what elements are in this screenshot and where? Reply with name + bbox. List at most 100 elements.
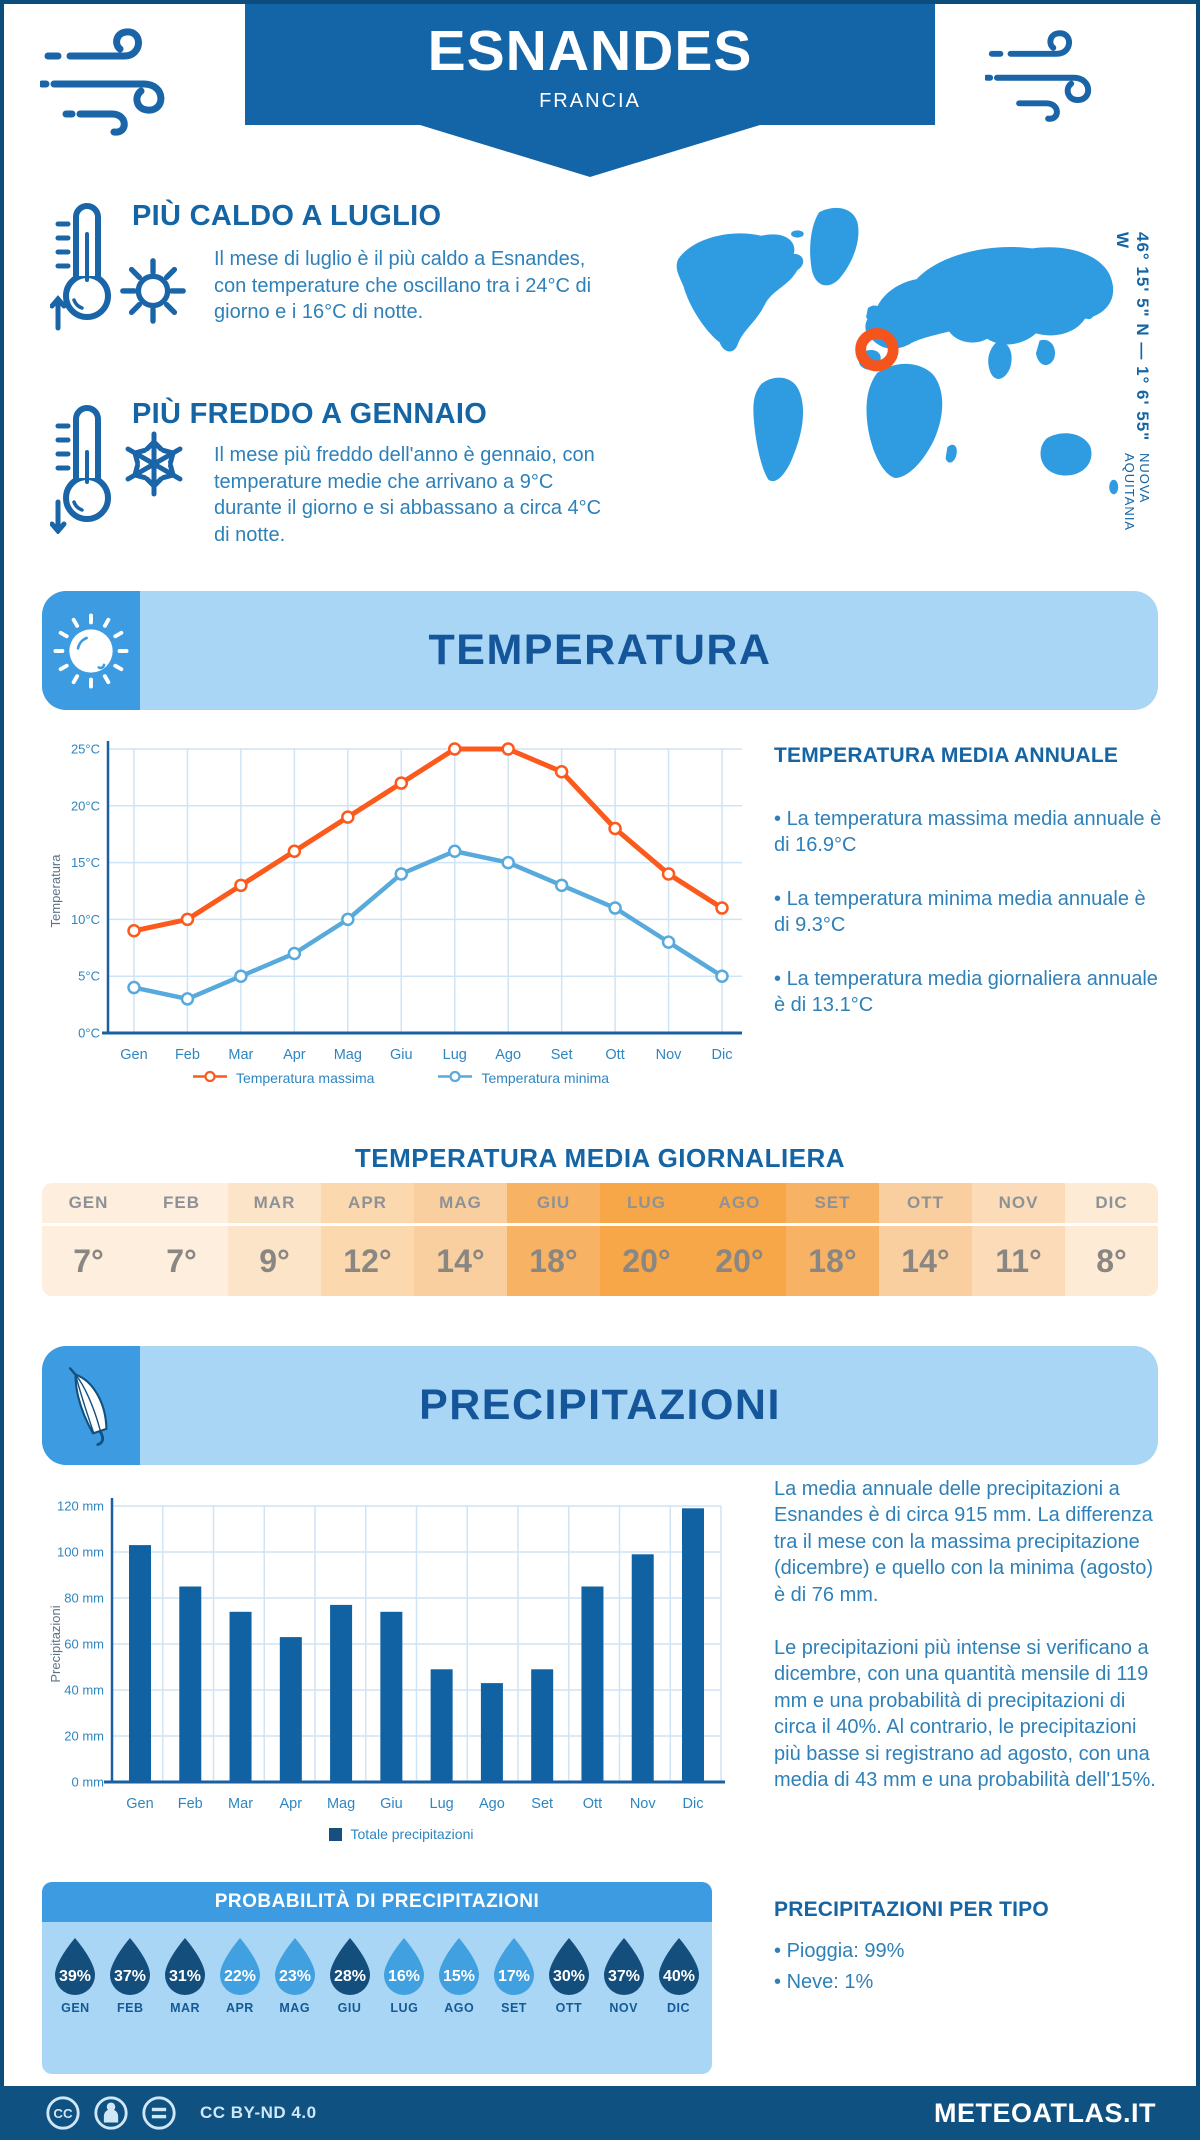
cc-attribution-icon <box>94 2096 128 2130</box>
table-value-row: 7° 7° 9° 12° 14° 18° 20° 20° 18° 14° 11° 8° <box>42 1226 1158 1296</box>
legend-item-max: Temperatura massima <box>192 1070 374 1086</box>
svg-text:Ott: Ott <box>583 1796 602 1812</box>
svg-text:Giu: Giu <box>380 1796 403 1812</box>
cc-icon: CC <box>46 2096 80 2130</box>
month-header-cell: GEN <box>42 1183 135 1223</box>
month-header-cell: DIC <box>1065 1183 1158 1223</box>
bar-legend-swatch <box>328 1827 342 1841</box>
precipitation-droplet: 37% FEB <box>104 1936 156 2015</box>
month-header-cell: APR <box>321 1183 414 1223</box>
svg-text:Temperatura: Temperatura <box>48 854 63 928</box>
type-item: Pioggia: 99% <box>774 1936 1166 1967</box>
precipitation-banner-panel <box>42 1346 140 1465</box>
svg-text:Dic: Dic <box>683 1796 704 1812</box>
droplet-icon: 15% <box>439 1938 480 1995</box>
month-header-cell: MAG <box>414 1183 507 1223</box>
daily-table-title: TEMPERATURA MEDIA GIORNALIERA <box>354 1143 846 1173</box>
droplet-icon: 23% <box>274 1938 315 1995</box>
precipitation-droplet: 31% MAR <box>159 1936 211 2015</box>
legend-label-min: Temperatura minima <box>481 1070 610 1086</box>
wind-icon <box>40 28 165 136</box>
page-subtitle: FRANCIA <box>539 90 641 112</box>
temperature-value-cell: 20° <box>693 1226 786 1296</box>
location-ring-marker <box>855 327 899 372</box>
precipitation-probability-box: PROBABILITÀ DI PRECIPITAZIONI 39% GEN 37% F… <box>42 1882 712 2074</box>
temperature-value-cell: 7° <box>135 1226 228 1296</box>
svg-text:0°C: 0°C <box>78 1026 100 1041</box>
droplet-month-label: AGO <box>444 2001 475 2015</box>
page-border-right <box>1196 0 1200 2140</box>
type-item: Neve: 1% <box>774 1967 1166 1998</box>
svg-text:5°C: 5°C <box>78 969 100 984</box>
svg-text:28%: 28% <box>334 1968 366 1985</box>
svg-text:Dic: Dic <box>712 1047 733 1063</box>
precipitation-droplet: 28% GIU <box>324 1936 376 2015</box>
svg-text:100 mm: 100 mm <box>57 1545 104 1560</box>
droplet-icon: 16% <box>384 1938 425 1995</box>
svg-text:Ago: Ago <box>495 1047 521 1063</box>
thermometer-hot-icon <box>50 203 111 331</box>
region-text: NUOVA AQUITANIA <box>1122 452 1152 531</box>
precipitation-paragraph: La media annuale delle precipitazioni a … <box>774 1478 1154 1606</box>
legend-label-total: Totale precipitazioni <box>350 1826 474 1842</box>
footer: CC CC BY-ND 4.0 METEOATLAS.IT <box>0 2086 1200 2140</box>
page-title: ESNANDES <box>427 19 753 83</box>
droplet-icon: 30% <box>548 1938 589 1995</box>
temperature-value-cell: 18° <box>786 1226 879 1296</box>
month-header-cell: LUG <box>600 1183 693 1223</box>
sun-banner-icon <box>53 613 129 688</box>
droplet-month-label: NOV <box>609 2001 638 2015</box>
droplet-icon: 37% <box>110 1938 151 1995</box>
svg-text:0 mm: 0 mm <box>72 1775 105 1790</box>
month-header-cell: NOV <box>972 1183 1065 1223</box>
cold-highlight-title: PIÙ FREDDO A GENNAIO <box>132 398 488 430</box>
cold-highlight-text: Il mese più freddo dell'anno è gennaio, … <box>214 444 602 546</box>
svg-text:20 mm: 20 mm <box>64 1729 104 1744</box>
annual-bullet: La temperatura media giornaliera annuale… <box>774 966 1166 1019</box>
temperature-chart: 0°C 5°C 10°C 15°C 20°C 25°C Gen Feb Mar Apr Mag Giu… <box>48 741 742 1063</box>
temperature-section-banner: TEMPERATURA <box>42 591 1158 710</box>
svg-text:37%: 37% <box>608 1968 640 1985</box>
precipitation-droplet: 16% LUG <box>378 1936 430 2015</box>
daily-temperature-table: GEN FEB MAR APR MAG GIU LUG AGO SET OTT NOV DIC 7° 7… <box>42 1183 1158 1296</box>
precipitation-droplet: 15% AGO <box>433 1936 485 2015</box>
month-header-cell: GIU <box>507 1183 600 1223</box>
annual-temperature-title: TEMPERATURA MEDIA ANNUALE <box>774 744 1119 767</box>
geo-coordinates: 46° 15' 5" N — 1° 6' 55" W NUOVA AQUITAN… <box>1112 232 1152 572</box>
svg-text:60 mm: 60 mm <box>64 1637 104 1652</box>
svg-text:Feb: Feb <box>175 1047 200 1063</box>
temperature-value-cell: 14° <box>879 1226 972 1296</box>
svg-text:22%: 22% <box>224 1968 256 1985</box>
svg-text:Giu: Giu <box>390 1047 413 1063</box>
svg-text:31%: 31% <box>169 1968 201 1985</box>
temperature-value-cell: 11° <box>972 1226 1065 1296</box>
svg-text:39%: 39% <box>59 1968 91 1985</box>
license-text: CC BY-ND 4.0 <box>200 2103 317 2122</box>
footer-license-group: CC CC BY-ND 4.0 <box>44 2094 317 2132</box>
svg-text:17%: 17% <box>498 1968 530 1985</box>
temperature-legend: Temperatura massima Temperatura minima <box>46 1070 756 1086</box>
svg-text:15°C: 15°C <box>71 855 100 870</box>
precipitation-droplet: 22% APR <box>214 1936 266 2015</box>
svg-text:Mar: Mar <box>228 1047 253 1063</box>
temperature-value-cell: 18° <box>507 1226 600 1296</box>
droplet-month-label: MAR <box>170 2001 201 2015</box>
droplet-month-label: DIC <box>667 2001 691 2015</box>
umbrella-icon <box>68 1366 108 1446</box>
droplet-icon: 17% <box>494 1938 535 1995</box>
svg-text:10°C: 10°C <box>71 912 100 927</box>
precipitation-section-title: PRECIPITAZIONI <box>419 1381 781 1429</box>
svg-text:Ago: Ago <box>479 1796 505 1812</box>
svg-text:Set: Set <box>551 1047 573 1063</box>
svg-text:16%: 16% <box>388 1968 420 1985</box>
warm-highlight-title: PIÙ CALDO A LUGLIO <box>132 200 442 232</box>
svg-text:Mag: Mag <box>327 1796 355 1812</box>
precipitation-paragraph: Le precipitazioni più intense si verific… <box>774 1636 1156 1791</box>
droplet-month-label: SET <box>501 2001 527 2015</box>
precipitation-droplet: 39% GEN <box>49 1936 101 2015</box>
annual-bullet: La temperatura minima media annuale è di… <box>774 886 1166 939</box>
svg-text:23%: 23% <box>279 1968 311 1985</box>
header-chevron <box>420 125 760 177</box>
droplet-icon: 40% <box>658 1938 699 1995</box>
